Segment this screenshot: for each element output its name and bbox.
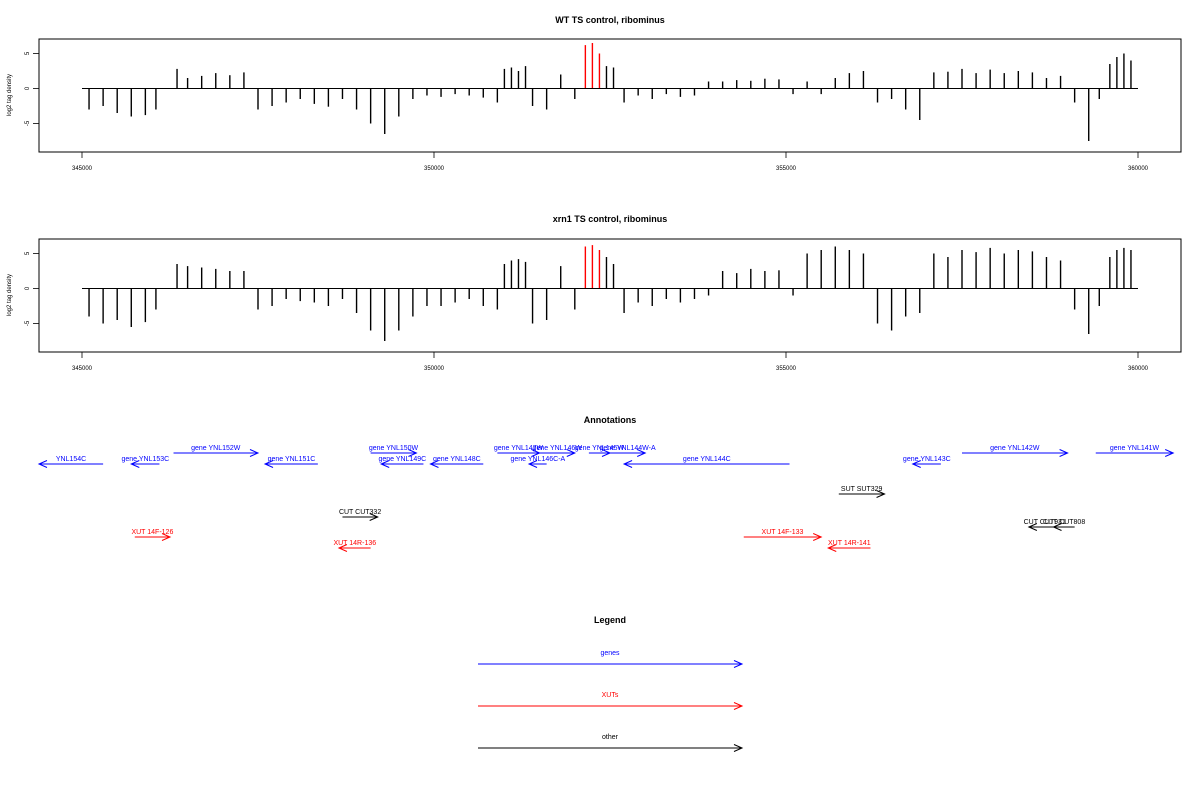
xrn1-y-axis: -5 0 5 [25, 251, 39, 326]
feature-arrowhead [527, 460, 538, 468]
feature-arrowhead [408, 449, 418, 457]
feature-label: gene YNL145W [575, 445, 625, 452]
legend-arrowhead [733, 702, 744, 710]
feature-label: gene YNL141W [1110, 445, 1160, 452]
feature-label: gene YNL144C [683, 456, 731, 463]
feature-arrowhead [911, 460, 921, 468]
feature-label: gene YNL151C [268, 456, 316, 463]
feature-label: YNL154C [56, 456, 86, 463]
feature-arrowhead [1059, 449, 1069, 457]
xrn1-x-tick-label: 355000 [776, 366, 797, 372]
feature-arrowhead [1027, 523, 1038, 531]
legend-label: XUTs [602, 692, 619, 699]
feature-arrowhead [1052, 523, 1062, 531]
feature-label: XUT 14F-133 [762, 529, 804, 536]
wt-y-axis: -5 0 5 [25, 51, 39, 126]
feature-arrowhead [37, 460, 48, 468]
feature-label: gene YNL144W-A [600, 445, 656, 452]
legend-label: genes [600, 650, 620, 657]
legend-label: other [602, 734, 619, 741]
wt-plot-frame [38, 38, 1182, 153]
wt-y-tick-label: 5 [25, 51, 31, 55]
legend-arrowhead [733, 744, 744, 752]
xrn1-x-axis: 345000 350000 355000 360000 [72, 352, 1149, 372]
feature-arrowhead [826, 544, 837, 552]
xrn1-plot-frame [38, 238, 1182, 353]
feature-arrowhead [263, 460, 274, 468]
feature-label: gene YNL142W [990, 445, 1040, 452]
xrn1-y-tick-label: -5 [25, 320, 31, 326]
annotation-features: YNL154C gene YNL153C gene YNL152W gene YNL1… [37, 445, 1175, 552]
wt-x-tick-label: 350000 [424, 166, 445, 172]
feature-label: gene YNL147W [494, 445, 544, 452]
wt-y-tick-label: -5 [25, 120, 31, 126]
feature-label: gene YNL150W [369, 445, 419, 452]
wt-bars [88, 43, 1132, 141]
wt-x-axis: 345000 350000 355000 360000 [72, 152, 1149, 172]
feature-label: XUT 14R-136 [333, 540, 376, 547]
feature-arrowhead [812, 533, 823, 541]
feature-label: gene YNL152W [191, 445, 241, 452]
feature-arrowhead [622, 460, 633, 468]
feature-label: gene YNL149C [378, 456, 426, 463]
annotations-title: Annotations [584, 415, 637, 425]
feature-arrowhead [636, 449, 647, 457]
wt-x-tick-label: 355000 [776, 166, 797, 172]
wt-track-panel: WT TS control, ribominus log2 tag densit… [7, 15, 1182, 172]
legend-items: genes XUTs other [478, 650, 744, 752]
feature-arrowhead [249, 449, 260, 457]
feature-label: gene YNL143C [903, 456, 951, 463]
feature-arrowhead [379, 460, 390, 468]
feature-arrowhead [161, 533, 172, 541]
feature-arrowhead [566, 449, 577, 457]
wt-x-tick-label: 360000 [1128, 166, 1149, 172]
xrn1-x-tick-label: 360000 [1128, 366, 1149, 372]
xrn1-x-tick-label: 350000 [424, 366, 445, 372]
xrn1-x-tick-label: 345000 [72, 366, 93, 372]
xrn1-track-title: xrn1 TS control, ribominus [553, 214, 668, 224]
feature-label: gene YNL153C [121, 456, 169, 463]
feature-label: XUT 14F-126 [131, 529, 173, 536]
legend-title: Legend [594, 615, 626, 625]
feature-label: gene YNL148C [433, 456, 481, 463]
legend-panel: Legend genes XUTs other [478, 615, 744, 752]
annotations-panel: Annotations YNL154C gene YNL153C gene YNL1… [37, 415, 1175, 552]
feature-arrowhead [1164, 449, 1175, 457]
wt-y-axis-label: log2 tag density [7, 74, 13, 116]
feature-arrowhead [369, 513, 379, 521]
wt-x-tick-label: 345000 [72, 166, 93, 172]
feature-label: SUT SUT329 [841, 486, 883, 493]
xrn1-track-panel: xrn1 TS control, ribominus log2 tag dens… [7, 214, 1182, 372]
feature-arrowhead [337, 544, 348, 552]
xrn1-y-tick-label: 5 [25, 251, 31, 255]
xrn1-bars [88, 245, 1132, 341]
feature-arrowhead [876, 490, 886, 498]
wt-y-tick-label: 0 [25, 86, 31, 90]
feature-label: gene YNL146C-A [510, 456, 565, 463]
feature-label: CUT CUT332 [339, 509, 381, 516]
wt-track-title: WT TS control, ribominus [555, 15, 665, 25]
feature-label: gene YNL146W [533, 445, 583, 452]
feature-arrowhead [429, 460, 439, 468]
feature-label: XUT 14R-141 [828, 540, 871, 547]
xrn1-y-axis-label: log2 tag density [7, 274, 13, 316]
feature-arrowhead [130, 460, 140, 468]
legend-arrowhead [733, 660, 744, 668]
feature-label: CUT CUT808 [1043, 519, 1085, 526]
xrn1-y-tick-label: 0 [25, 286, 31, 290]
feature-label: CUT CUT931 [1024, 519, 1066, 526]
